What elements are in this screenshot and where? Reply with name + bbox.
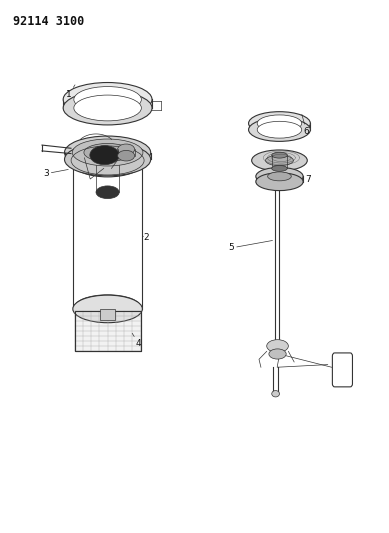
Ellipse shape <box>272 152 287 158</box>
Ellipse shape <box>252 150 307 171</box>
Ellipse shape <box>249 118 310 141</box>
Ellipse shape <box>73 149 142 177</box>
Text: 92114 3100: 92114 3100 <box>13 14 84 28</box>
FancyBboxPatch shape <box>332 353 352 387</box>
Ellipse shape <box>249 112 310 135</box>
Bar <box>75 311 140 351</box>
Ellipse shape <box>65 136 151 169</box>
Ellipse shape <box>74 95 141 121</box>
Ellipse shape <box>117 144 135 155</box>
Text: 7: 7 <box>299 174 311 183</box>
Ellipse shape <box>267 340 288 352</box>
Ellipse shape <box>256 167 303 185</box>
Ellipse shape <box>96 152 119 165</box>
Text: 4: 4 <box>132 333 141 348</box>
Ellipse shape <box>272 165 287 171</box>
Ellipse shape <box>269 349 286 359</box>
Ellipse shape <box>90 146 119 165</box>
Text: 2: 2 <box>142 233 149 242</box>
Ellipse shape <box>63 83 152 116</box>
Text: 6: 6 <box>302 115 309 136</box>
Ellipse shape <box>96 186 119 199</box>
Ellipse shape <box>117 150 135 161</box>
Ellipse shape <box>257 115 302 132</box>
Ellipse shape <box>257 122 302 138</box>
Ellipse shape <box>268 172 291 181</box>
Text: 5: 5 <box>228 240 272 253</box>
Text: 1: 1 <box>66 85 75 99</box>
Ellipse shape <box>72 139 143 166</box>
Bar <box>100 309 115 319</box>
Text: 3: 3 <box>43 169 68 178</box>
Ellipse shape <box>63 91 152 125</box>
Ellipse shape <box>272 391 279 397</box>
Ellipse shape <box>73 295 142 322</box>
Ellipse shape <box>256 173 303 191</box>
Ellipse shape <box>84 143 131 161</box>
Ellipse shape <box>75 295 140 320</box>
Ellipse shape <box>65 143 151 176</box>
Ellipse shape <box>74 86 141 112</box>
Bar <box>75 311 140 351</box>
Ellipse shape <box>266 155 293 166</box>
